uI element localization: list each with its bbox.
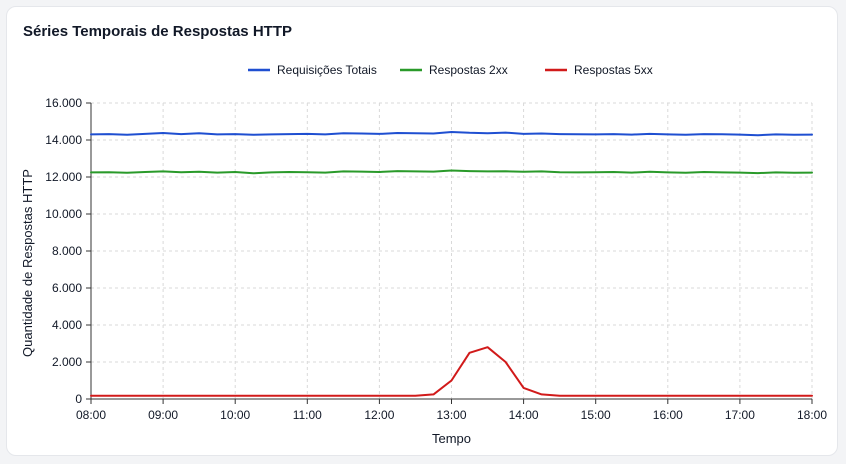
x-tick-label: 16:00 (653, 408, 683, 422)
y-tick-label: 2.000 (52, 355, 82, 369)
legend-label-2: Respostas 5xx (574, 63, 653, 77)
series-line-0 (90, 131, 813, 137)
y-tick-label: 8.000 (52, 244, 82, 258)
chart-card: Séries Temporais de Respostas HTTP (6, 6, 838, 456)
x-tick-label: 18:00 (797, 408, 827, 422)
x-axis-title: Tempo (432, 431, 471, 446)
y-tick-label: 10.000 (45, 207, 82, 221)
y-tick-label: 0 (75, 392, 82, 406)
y-tick-label: 6.000 (52, 281, 82, 295)
legend: Requisições Totais Respostas 2xx Respostas… (248, 63, 653, 77)
x-tick-label: 08:00 (76, 408, 106, 422)
x-tick-label: 17:00 (725, 408, 755, 422)
x-tick-label: 13:00 (436, 408, 466, 422)
series-line-1 (90, 169, 813, 175)
y-tick-label: 4.000 (52, 318, 82, 332)
chart-title: Séries Temporais de Respostas HTTP (23, 23, 292, 40)
series-lines (90, 131, 813, 397)
x-tick-label: 09:00 (148, 408, 178, 422)
legend-label-1: Respostas 2xx (429, 63, 508, 77)
axes: 0 2.000 4.000 6.000 8.000 10.000 12.000 14.000 1… (45, 96, 827, 422)
x-tick-label: 14:00 (509, 408, 539, 422)
x-tick-label: 12:00 (364, 408, 394, 422)
series-line-2 (90, 346, 813, 397)
y-tick-label: 14.000 (45, 133, 82, 147)
y-tick-label: 12.000 (45, 170, 82, 184)
x-tick-label: 15:00 (581, 408, 611, 422)
legend-label-0: Requisições Totais (277, 63, 377, 77)
y-tick-label: 16.000 (45, 96, 82, 110)
grid (90, 102, 813, 400)
x-tick-label: 11:00 (293, 408, 322, 422)
x-tick-label: 10:00 (220, 408, 250, 422)
y-axis-title: Quantidade de Respostas HTTP (20, 169, 35, 357)
